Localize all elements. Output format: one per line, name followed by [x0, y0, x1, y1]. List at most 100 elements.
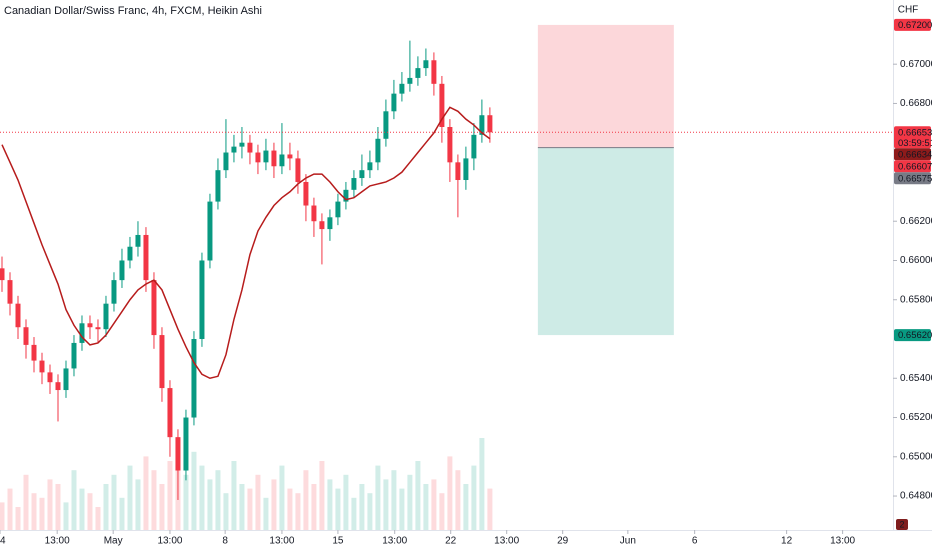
- volume-bar: [15, 507, 21, 530]
- volume-bar: [423, 484, 429, 530]
- price-badge-label: 0.66653: [898, 127, 932, 138]
- price-badge: [894, 329, 931, 342]
- corner-badge-bg: [896, 519, 908, 530]
- volume-bar: [407, 474, 413, 530]
- volume-bar: [167, 461, 173, 530]
- candle-body: [319, 221, 325, 230]
- volume-bar: [23, 474, 29, 530]
- volume-bar: [231, 461, 237, 530]
- price-badge-timer: 03:59:51: [898, 138, 932, 149]
- candle-body: [191, 339, 197, 418]
- volume-bar: [0, 502, 5, 530]
- x-tick-label: 12: [781, 536, 793, 547]
- candle-body: [63, 368, 69, 391]
- x-tick-label: 13:00: [382, 536, 407, 547]
- volume-bar: [279, 465, 285, 530]
- x-tick-label: Jun: [620, 536, 636, 547]
- candle-body: [159, 335, 165, 389]
- volume-bar: [239, 484, 245, 530]
- volume-bar: [247, 488, 253, 530]
- candle-body: [103, 303, 109, 330]
- volume-bar: [263, 497, 269, 530]
- candle-body: [311, 205, 317, 222]
- candle-body: [167, 388, 173, 438]
- volume-bar: [7, 488, 13, 530]
- volume-bar: [367, 493, 373, 530]
- candle-body: [231, 146, 237, 153]
- candle-body: [439, 83, 445, 128]
- candle-body: [423, 60, 429, 69]
- candle-body: [447, 127, 453, 163]
- candle-body: [431, 60, 437, 84]
- x-tick-label: 15: [332, 536, 344, 547]
- candle-body: [127, 246, 133, 261]
- currency-label: CHF: [898, 5, 919, 16]
- x-tick-label: 29: [557, 536, 569, 547]
- x-tick-label: 13:00: [157, 536, 182, 547]
- candle-body: [239, 142, 245, 147]
- x-tick-label: 13:00: [830, 536, 855, 547]
- x-tick-label: 8: [222, 536, 228, 547]
- price-badge: [894, 148, 931, 161]
- volume-bar: [383, 479, 389, 530]
- volume-bar: [311, 484, 317, 530]
- candle-body: [255, 152, 261, 163]
- x-tick-label: 6: [692, 536, 698, 547]
- candle-body: [479, 115, 485, 135]
- volume-bar: [223, 493, 229, 530]
- volume-bar: [159, 484, 165, 530]
- candle-body: [31, 344, 37, 361]
- volume-bar: [319, 461, 325, 530]
- volume-bar: [215, 470, 221, 530]
- volume-bar: [399, 488, 405, 530]
- price-badge: [894, 160, 931, 173]
- candle-body: [391, 93, 397, 112]
- candle-body: [55, 382, 61, 391]
- price-badge-label: 0.67200: [898, 20, 932, 31]
- candle-body: [15, 303, 21, 328]
- candle-body: [375, 138, 381, 163]
- candle-body: [71, 342, 77, 369]
- candle-body: [23, 327, 29, 345]
- volume-bar: [39, 497, 45, 530]
- candle-body: [303, 181, 309, 206]
- x-tick-label: 24: [0, 536, 6, 547]
- volume-bar: [487, 488, 493, 530]
- volume-bar: [439, 493, 445, 530]
- volume-bar: [111, 474, 117, 530]
- candle-body: [247, 142, 253, 153]
- volume-bar: [471, 465, 477, 530]
- volume-bar: [143, 456, 149, 530]
- volume-bar: [455, 470, 461, 530]
- candle-body: [47, 372, 53, 383]
- candle-body: [143, 234, 149, 281]
- y-tick-label: 0.64800: [900, 491, 932, 502]
- volume-bar: [71, 470, 77, 530]
- volume-bar: [335, 488, 341, 530]
- candle-body: [295, 158, 301, 182]
- candle-body: [463, 158, 469, 181]
- candle-body: [183, 417, 189, 471]
- candle-body: [95, 327, 101, 330]
- volume-bar: [447, 456, 453, 530]
- volume-bar: [391, 470, 397, 530]
- candle-body: [399, 83, 405, 94]
- candle-body: [87, 323, 93, 328]
- volume-bar: [191, 451, 197, 530]
- volume-bar: [79, 488, 85, 530]
- candle-body: [279, 154, 285, 167]
- volume-bar: [351, 497, 357, 530]
- volume-bar: [207, 479, 213, 530]
- candle-body: [407, 77, 413, 84]
- corner-badge: 2: [899, 519, 904, 529]
